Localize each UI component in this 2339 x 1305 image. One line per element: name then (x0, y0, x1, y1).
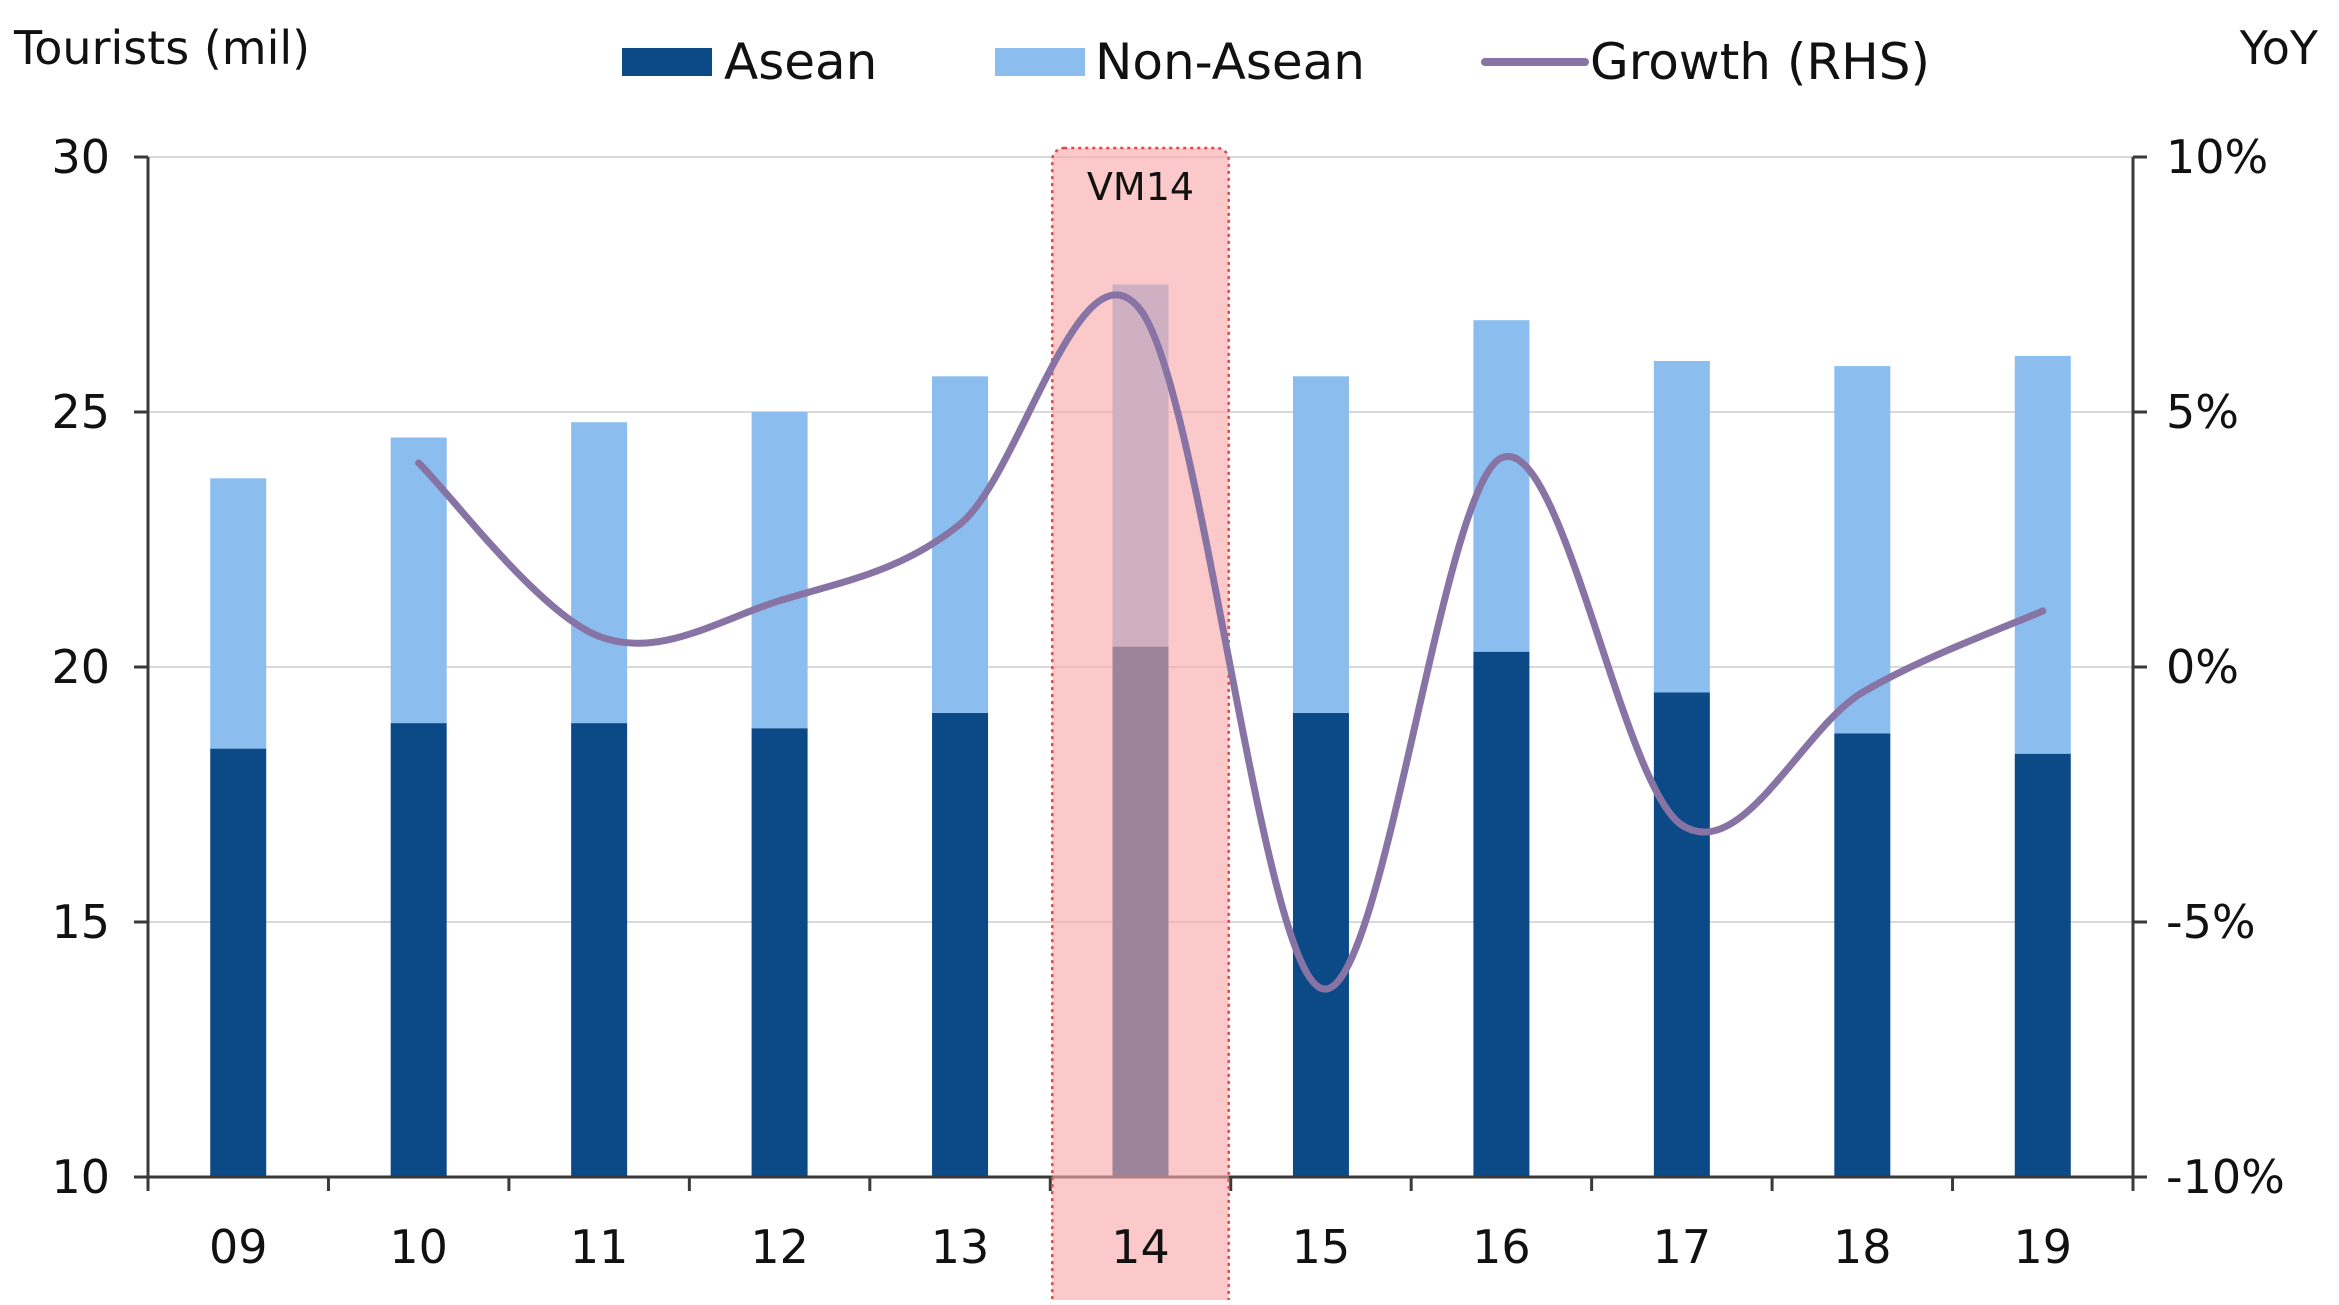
legend-label-asean: Asean (724, 33, 877, 91)
bar-asean-17 (1653, 692, 1710, 1177)
growth-line (415, 291, 2047, 993)
bar-asean-18 (1834, 733, 1891, 1177)
legend-swatch-non-asean (995, 48, 1085, 76)
bar-non-asean-12 (751, 412, 808, 729)
growth-point-19 (2039, 607, 2047, 615)
growth-point-12 (776, 597, 784, 605)
x-tick-label: 17 (1653, 1220, 1712, 1274)
bar-non-asean-13 (932, 376, 989, 713)
x-tick-label: 15 (1292, 1220, 1351, 1274)
right-tick-label: -5% (2166, 895, 2256, 949)
x-tick-label: 16 (1472, 1220, 1531, 1274)
growth-point-18 (1858, 689, 1866, 696)
growth-point-13 (956, 520, 964, 528)
growth-point-11 (595, 632, 603, 640)
tick-labels: 10 15 20 25 30 -10% -5% 0% 5% 10% 09 10 11 12 13 14 15 16… (51, 130, 2284, 1274)
x-tick-label: 10 (389, 1220, 448, 1274)
bar-non-asean-15 (1292, 376, 1349, 713)
vm14-label: VM14 (1087, 165, 1194, 209)
right-tick-label: -10% (2166, 1150, 2285, 1204)
bar-asean-09 (210, 748, 267, 1177)
bar-asean-13 (932, 712, 989, 1177)
growth-point-17 (1678, 821, 1686, 829)
left-tick-label: 30 (51, 130, 110, 184)
growth-point-15 (1317, 984, 1325, 992)
left-tick-label: 10 (51, 1150, 110, 1204)
x-tick-label: 12 (750, 1220, 809, 1274)
x-tick-label: 14 (1111, 1220, 1170, 1274)
x-tick-label: 11 (570, 1220, 629, 1274)
legend: Asean Non-Asean Growth (RHS) (622, 33, 1930, 91)
bar-asean-10 (390, 723, 447, 1177)
right-tick-label: 5% (2166, 385, 2239, 439)
x-tick-label: 13 (931, 1220, 990, 1274)
bar-asean-11 (571, 723, 628, 1177)
left-tick-label: 20 (51, 640, 110, 694)
legend-label-non-asean: Non-Asean (1095, 33, 1365, 91)
bar-asean-15 (1292, 712, 1349, 1177)
x-tick-label: 18 (1833, 1220, 1892, 1274)
x-tick-label: 19 (2013, 1220, 2072, 1274)
bar-asean-12 (751, 728, 808, 1177)
bar-non-asean-11 (571, 422, 628, 724)
legend-swatch-asean (622, 48, 712, 76)
growth-point-14 (1137, 306, 1144, 314)
bar-asean-16 (1473, 651, 1530, 1177)
growth-point-16 (1497, 454, 1505, 462)
left-axis-title: Tourists (mil) (13, 21, 310, 75)
right-axis-title: YoY (2239, 21, 2319, 75)
left-tick-label: 25 (51, 385, 110, 439)
bar-non-asean-17 (1653, 361, 1710, 693)
bar-non-asean-19 (2014, 355, 2071, 754)
left-tick-label: 15 (51, 895, 110, 949)
bar-non-asean-09 (210, 478, 267, 749)
bar-non-asean-18 (1834, 366, 1891, 734)
growth-line-group (415, 291, 2047, 993)
right-tick-label: 0% (2166, 640, 2239, 694)
right-tick-label: 10% (2166, 130, 2268, 184)
bar-asean-19 (2014, 753, 2071, 1177)
growth-point-10 (415, 459, 423, 467)
legend-label-growth: Growth (RHS) (1590, 33, 1930, 91)
x-tick-label: 09 (209, 1220, 268, 1274)
